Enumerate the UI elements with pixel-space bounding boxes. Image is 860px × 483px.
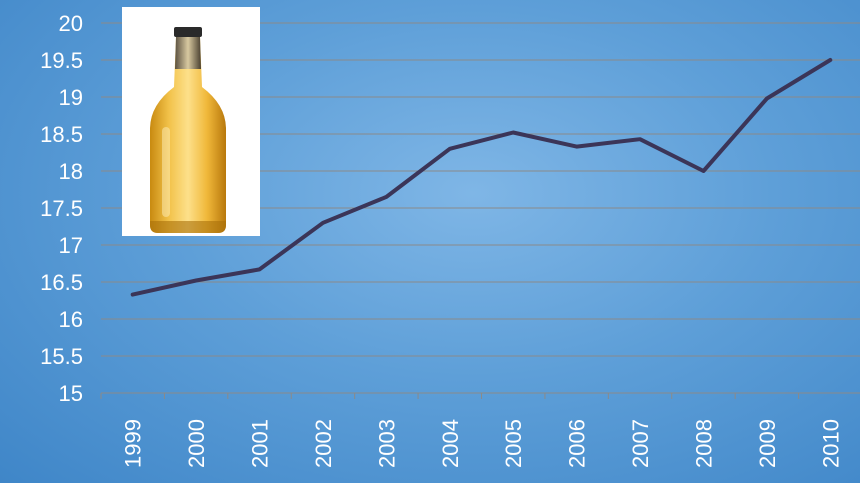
y-tick-label: 15 (59, 381, 83, 406)
x-tick-label: 2009 (755, 419, 780, 468)
y-tick-label: 16 (59, 307, 83, 332)
x-tick-label: 2004 (438, 419, 463, 468)
x-tick-label: 2010 (818, 419, 843, 468)
beer-bottle-icon (150, 27, 226, 233)
y-tick-label: 17 (59, 233, 83, 258)
x-tick-label: 2007 (628, 419, 653, 468)
y-tick-label: 18 (59, 159, 83, 184)
beer-bottle-picture (122, 7, 260, 236)
series-layer (130, 58, 833, 297)
x-tick-label: 1999 (121, 419, 146, 468)
y-tick-label: 16.5 (40, 270, 83, 295)
x-tick-label: 2008 (691, 419, 716, 468)
y-axis: 15 15.5 16 16.5 17 17.5 18 18.5 19 19.5 20 (40, 11, 83, 406)
x-tick-label: 2005 (501, 419, 526, 468)
y-tick-label: 15.5 (40, 344, 83, 369)
x-tick-label: 2003 (374, 419, 399, 468)
x-tick-label: 2000 (184, 419, 209, 468)
y-tick-label: 18.5 (40, 122, 83, 147)
y-tick-label: 20 (59, 11, 83, 36)
y-tick-label: 19.5 (40, 48, 83, 73)
x-tick-label: 2006 (565, 419, 590, 468)
x-axis: 1999 2000 2001 2002 2003 2004 2005 2006 2007 2008… (100, 392, 860, 468)
y-tick-label: 17.5 (40, 196, 83, 221)
y-tick-label: 19 (59, 85, 83, 110)
x-tick-label: 2001 (248, 419, 273, 468)
x-tick-label: 2002 (311, 419, 336, 468)
series-line (130, 58, 833, 297)
